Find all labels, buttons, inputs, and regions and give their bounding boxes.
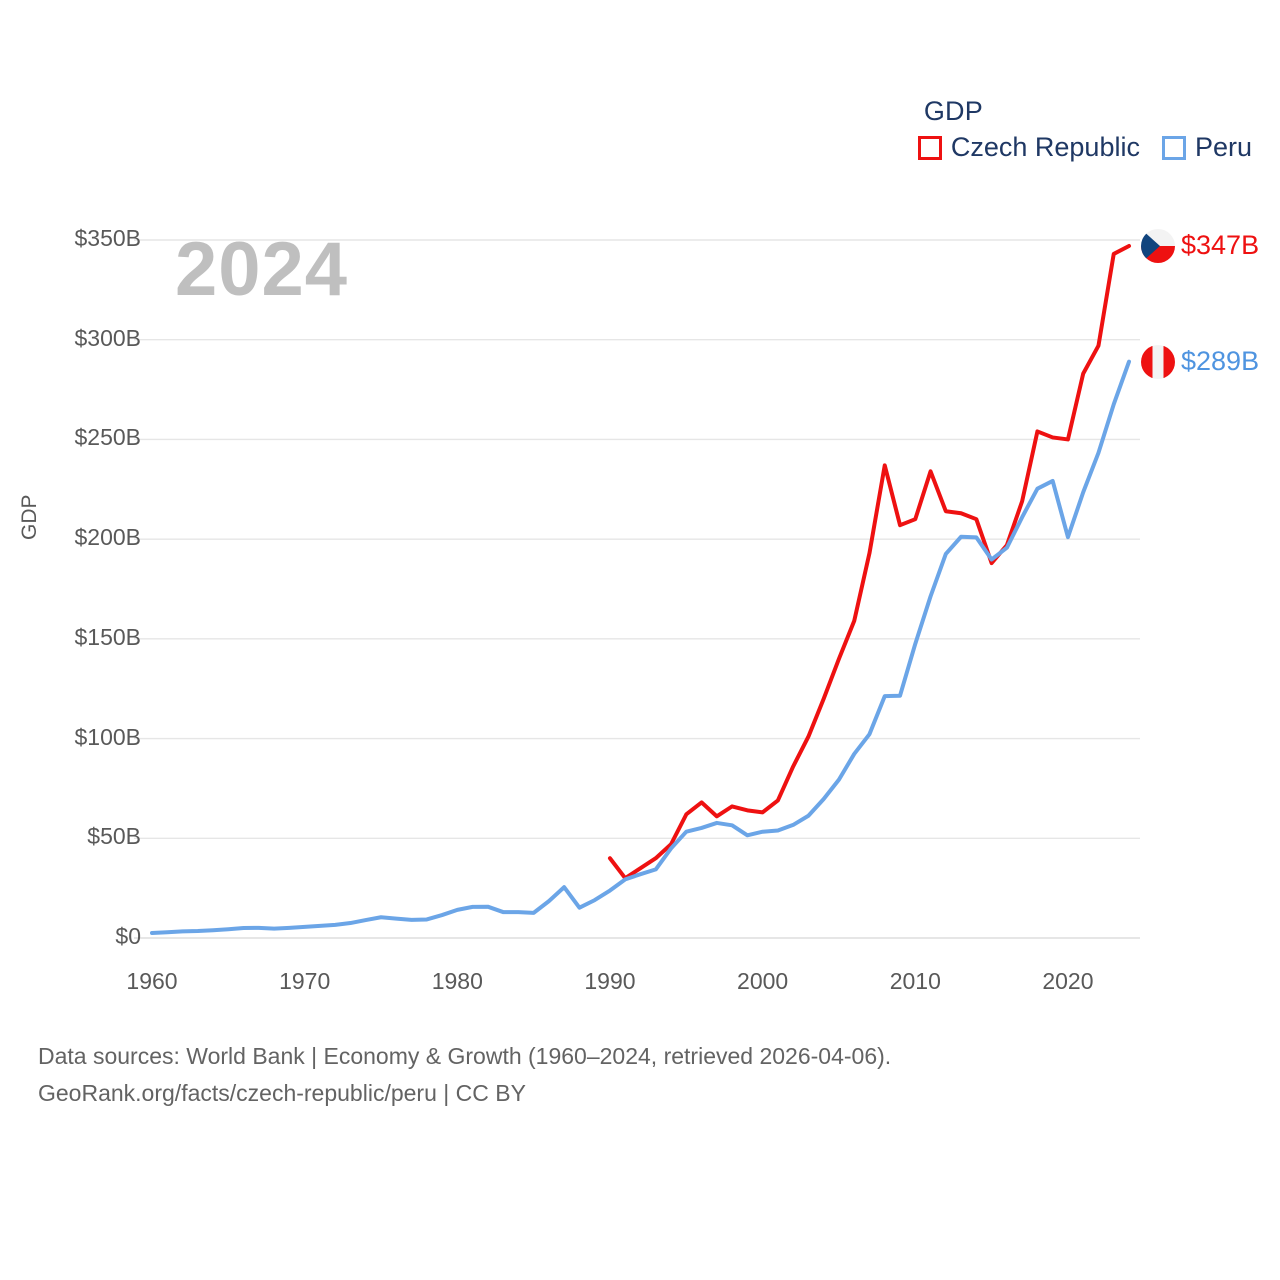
- y-axis-tick-label: $250B: [74, 424, 141, 451]
- footer-line-url: GeoRank.org/facts/czech-republic/peru | …: [38, 1080, 526, 1107]
- legend-label-czech-republic: Czech Republic: [950, 132, 1140, 162]
- y-axis-tick-label: $100B: [74, 723, 141, 750]
- y-axis-tick-label: $0: [115, 923, 141, 949]
- end-label-czech-republic: $347B: [1141, 228, 1260, 263]
- series-line-czech-republic: [607, 243, 1131, 881]
- y-axis-tick-label: $300B: [74, 324, 141, 351]
- legend-swatch-icon-peru: [1161, 135, 1186, 160]
- y-axis-tick-label: $150B: [74, 623, 141, 650]
- footer-line-sources: Data sources: World Bank | Economy & Gro…: [38, 1043, 892, 1069]
- plot-area: 2024 GDP $0 $50B $100B $150B $200B $250B $300B…: [18, 225, 1260, 994]
- legend-label-peru: Peru: [1194, 132, 1252, 162]
- end-value-peru: $289B: [1181, 346, 1260, 377]
- end-label-peru: $289B: [1141, 344, 1260, 379]
- series-lines: [150, 243, 1131, 936]
- end-value-czech-republic: $347B: [1181, 230, 1260, 261]
- flag-peru-icon: [1141, 344, 1175, 379]
- watermark-year: 2024: [175, 227, 349, 312]
- chart-legend: GDP Czech Republic Peru: [917, 96, 1252, 162]
- legend-item-peru[interactable]: Peru: [1161, 132, 1252, 162]
- x-axis-tick-label: 1970: [279, 968, 331, 994]
- x-axis-tick-label: 1990: [584, 968, 636, 994]
- x-axis-tick-label: 1960: [126, 968, 178, 994]
- flag-czech-republic-icon: [1141, 228, 1175, 263]
- y-axis-tick-label: $50B: [87, 823, 141, 850]
- legend-swatch-icon-czech-republic: [917, 135, 942, 160]
- gridlines: [134, 239, 1140, 939]
- legend-item-czech-republic[interactable]: Czech Republic: [917, 132, 1140, 162]
- x-axis-tick-label: 2000: [737, 968, 789, 994]
- footer-attribution: Data sources: World Bank | Economy & Gro…: [38, 1038, 891, 1113]
- y-axis-tick-label: $350B: [74, 225, 141, 251]
- plot-svg: [134, 239, 1140, 939]
- legend-items: Czech Republic Peru: [917, 132, 1252, 162]
- x-axis-tick-label: 2010: [889, 968, 941, 994]
- series-line-peru: [150, 359, 1131, 936]
- y-axis-tick-label: $200B: [74, 524, 141, 551]
- legend-title: GDP: [923, 96, 983, 126]
- x-axis-tick-label: 2020: [1042, 968, 1094, 994]
- x-axis-tick-label: 1980: [431, 968, 483, 994]
